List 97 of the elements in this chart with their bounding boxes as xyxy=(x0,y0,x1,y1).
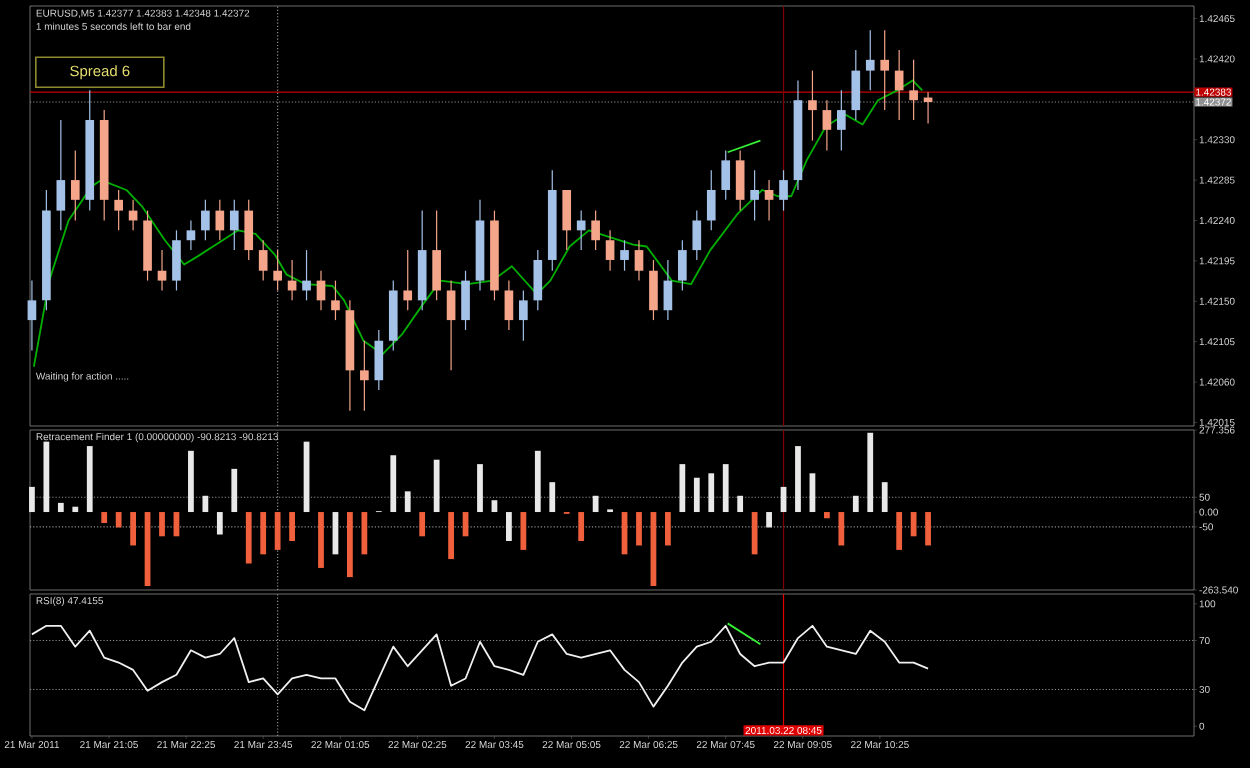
candlestick xyxy=(114,189,123,231)
candlestick xyxy=(374,329,384,391)
bar xyxy=(245,512,252,564)
candlestick xyxy=(302,249,311,301)
candlestick xyxy=(403,249,413,311)
bar xyxy=(506,512,512,542)
candlestick xyxy=(591,210,600,251)
bar xyxy=(925,512,931,546)
candlestick xyxy=(273,249,282,292)
candlestick xyxy=(750,169,759,222)
candlestick xyxy=(721,149,731,201)
bar xyxy=(43,441,50,513)
bar xyxy=(318,512,324,568)
bar xyxy=(679,464,686,513)
bar xyxy=(881,482,888,513)
bar xyxy=(823,512,830,519)
candlestick xyxy=(735,149,745,212)
bar xyxy=(448,512,454,560)
bar xyxy=(867,432,874,513)
bar xyxy=(390,455,397,513)
bar xyxy=(636,512,642,546)
candlestick xyxy=(533,249,543,311)
bar xyxy=(57,502,64,513)
candlestick xyxy=(504,280,514,331)
candlestick xyxy=(519,289,528,342)
candlestick xyxy=(244,199,254,261)
bar xyxy=(289,512,295,542)
candlestick xyxy=(446,280,456,371)
candlestick xyxy=(909,59,918,121)
bar xyxy=(534,450,541,513)
candlestick xyxy=(779,169,788,212)
candlestick xyxy=(360,340,369,412)
bar xyxy=(838,512,845,546)
bar xyxy=(202,495,209,513)
candlestick xyxy=(157,249,167,292)
candlestick xyxy=(851,49,861,121)
bar xyxy=(86,446,93,513)
candlestick xyxy=(808,70,817,142)
bar xyxy=(115,512,122,528)
candlestick xyxy=(880,29,890,111)
candlestick xyxy=(331,280,340,321)
bar xyxy=(29,486,35,513)
candlestick xyxy=(432,210,441,301)
candlestick xyxy=(27,280,37,352)
bar xyxy=(72,506,79,513)
bar xyxy=(592,495,599,513)
bar xyxy=(361,512,368,555)
bar xyxy=(852,495,859,513)
bar xyxy=(795,446,801,513)
bar xyxy=(578,512,585,542)
candlestick xyxy=(461,270,470,331)
candlestick xyxy=(576,210,586,251)
candlestick xyxy=(706,169,716,231)
bar xyxy=(130,512,136,546)
candlestick xyxy=(605,229,615,272)
bar xyxy=(737,495,744,513)
bar xyxy=(101,512,108,523)
bar xyxy=(347,512,353,578)
bar xyxy=(260,512,267,555)
candlestick xyxy=(837,89,846,152)
bar xyxy=(231,468,238,513)
candlestick xyxy=(172,229,181,292)
bar xyxy=(910,512,917,537)
candlestick xyxy=(201,199,210,241)
bar xyxy=(216,512,223,535)
candlestick xyxy=(822,99,832,152)
bar xyxy=(693,477,700,513)
candlestick xyxy=(678,239,687,292)
candlestick xyxy=(649,259,658,321)
bar xyxy=(722,464,729,513)
candlestick xyxy=(764,179,774,222)
candlestick xyxy=(562,189,572,251)
candlestick xyxy=(634,239,644,282)
bar xyxy=(188,450,194,513)
candlestick xyxy=(215,199,225,241)
candlestick xyxy=(70,149,80,222)
bar xyxy=(549,482,556,513)
candlestick xyxy=(620,239,629,272)
bar xyxy=(766,512,772,528)
bar xyxy=(708,473,715,513)
candlestick xyxy=(56,119,66,231)
bar xyxy=(520,512,527,550)
candlestick xyxy=(258,239,268,282)
candlestick xyxy=(692,210,702,261)
candlestick xyxy=(663,259,673,321)
bar xyxy=(404,491,411,513)
bar xyxy=(419,512,426,537)
bar xyxy=(665,512,671,546)
bar xyxy=(477,464,483,513)
candlestick xyxy=(865,29,875,91)
bar xyxy=(896,512,903,550)
bar xyxy=(751,512,758,555)
bar xyxy=(159,512,165,537)
bar xyxy=(274,512,281,550)
bar xyxy=(433,459,440,513)
candlestick xyxy=(229,199,239,251)
candlestick xyxy=(186,219,196,251)
